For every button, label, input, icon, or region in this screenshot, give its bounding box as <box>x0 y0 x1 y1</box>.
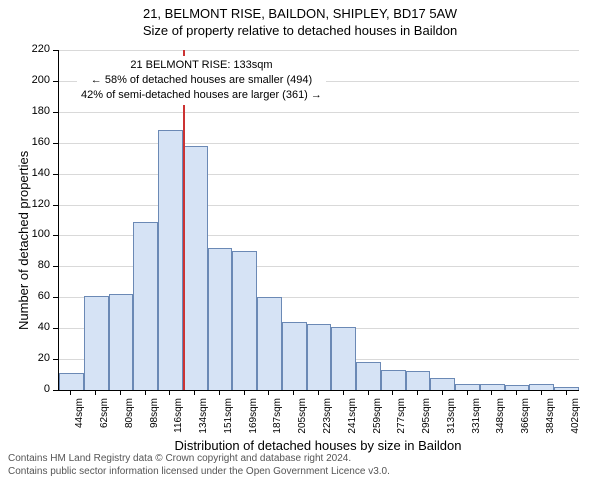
x-tick <box>516 390 517 395</box>
x-tick-label: 205sqm <box>297 398 308 458</box>
y-tick-label: 180 <box>20 105 50 117</box>
x-tick-label: 402sqm <box>570 398 581 458</box>
x-tick-label: 44sqm <box>74 398 85 458</box>
histogram-bar <box>529 384 554 390</box>
x-tick-label: 187sqm <box>272 398 283 458</box>
x-tick-label: 313sqm <box>446 398 457 458</box>
x-tick <box>343 390 344 395</box>
x-tick <box>566 390 567 395</box>
y-tick <box>53 143 58 144</box>
histogram-bar <box>331 327 356 390</box>
x-tick-label: 331sqm <box>471 398 482 458</box>
histogram-bar <box>430 378 455 390</box>
histogram-bar <box>109 294 134 390</box>
y-tick-label: 80 <box>20 259 50 271</box>
y-tick <box>53 81 58 82</box>
x-tick-label: 348sqm <box>495 398 506 458</box>
y-tick <box>53 50 58 51</box>
x-tick <box>442 390 443 395</box>
x-tick <box>145 390 146 395</box>
histogram-bar <box>183 146 208 390</box>
x-tick-label: 366sqm <box>520 398 531 458</box>
y-tick-label: 160 <box>20 136 50 148</box>
y-tick <box>53 390 58 391</box>
x-tick <box>219 390 220 395</box>
x-tick <box>120 390 121 395</box>
y-tick <box>53 359 58 360</box>
y-tick-label: 0 <box>20 383 50 395</box>
x-tick-label: 80sqm <box>124 398 135 458</box>
histogram-bar <box>59 373 84 390</box>
gridline <box>59 112 579 113</box>
x-tick <box>318 390 319 395</box>
y-tick <box>53 328 58 329</box>
x-tick <box>95 390 96 395</box>
histogram-bar <box>257 297 282 390</box>
x-tick-label: 169sqm <box>248 398 259 458</box>
y-tick <box>53 235 58 236</box>
x-tick-label: 295sqm <box>421 398 432 458</box>
y-tick <box>53 174 58 175</box>
x-tick <box>392 390 393 395</box>
histogram-bar <box>133 222 158 390</box>
annotation-line: 21 BELMONT RISE: 133sqm <box>81 58 322 73</box>
x-tick <box>169 390 170 395</box>
y-tick-label: 140 <box>20 167 50 179</box>
x-tick <box>70 390 71 395</box>
y-tick-label: 220 <box>20 43 50 55</box>
x-tick-label: 151sqm <box>223 398 234 458</box>
gridline <box>59 143 579 144</box>
histogram-bar <box>455 384 480 390</box>
histogram-chart: 21 BELMONT RISE: 133sqm ← 58% of detache… <box>0 38 600 448</box>
page-title-address: 21, BELMONT RISE, BAILDON, SHIPLEY, BD17… <box>0 0 600 21</box>
page-subtitle: Size of property relative to detached ho… <box>0 21 600 38</box>
y-tick <box>53 112 58 113</box>
x-tick <box>417 390 418 395</box>
x-tick-label: 134sqm <box>198 398 209 458</box>
annotation-box: 21 BELMONT RISE: 133sqm ← 58% of detache… <box>77 56 326 105</box>
gridline <box>59 174 579 175</box>
histogram-bar <box>381 370 406 390</box>
x-tick-label: 223sqm <box>322 398 333 458</box>
y-tick-label: 60 <box>20 290 50 302</box>
x-tick-label: 241sqm <box>347 398 358 458</box>
histogram-bar <box>158 130 183 390</box>
x-tick <box>467 390 468 395</box>
y-tick-label: 100 <box>20 228 50 240</box>
histogram-bar <box>356 362 381 390</box>
x-tick <box>194 390 195 395</box>
x-tick-label: 62sqm <box>99 398 110 458</box>
annotation-line: 42% of semi-detached houses are larger (… <box>81 88 322 103</box>
y-tick-label: 40 <box>20 321 50 333</box>
y-tick-label: 200 <box>20 74 50 86</box>
x-tick <box>268 390 269 395</box>
histogram-bar <box>554 387 579 390</box>
x-tick-label: 259sqm <box>372 398 383 458</box>
x-tick-label: 277sqm <box>396 398 407 458</box>
x-tick-label: 384sqm <box>545 398 556 458</box>
y-tick <box>53 297 58 298</box>
y-tick <box>53 266 58 267</box>
gridline <box>59 205 579 206</box>
x-tick <box>244 390 245 395</box>
y-tick <box>53 205 58 206</box>
y-tick-label: 120 <box>20 198 50 210</box>
x-tick-label: 116sqm <box>173 398 184 458</box>
gridline <box>59 50 579 51</box>
x-tick <box>541 390 542 395</box>
histogram-bar <box>232 251 257 390</box>
x-tick-label: 98sqm <box>149 398 160 458</box>
histogram-bar <box>208 248 233 390</box>
histogram-bar <box>84 296 109 390</box>
x-tick <box>293 390 294 395</box>
y-tick-label: 20 <box>20 352 50 364</box>
footer-line: Contains public sector information licen… <box>8 465 592 478</box>
plot-area: 21 BELMONT RISE: 133sqm ← 58% of detache… <box>58 50 579 391</box>
x-tick <box>368 390 369 395</box>
histogram-bar <box>307 324 332 390</box>
x-tick <box>491 390 492 395</box>
histogram-bar <box>406 371 431 390</box>
annotation-line: ← 58% of detached houses are smaller (49… <box>81 73 322 88</box>
histogram-bar <box>282 322 307 390</box>
